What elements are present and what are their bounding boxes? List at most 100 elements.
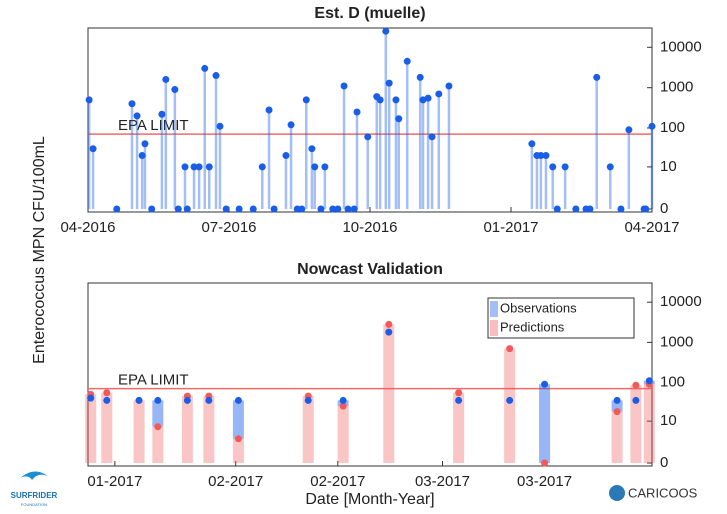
epa-limit-label: EPA LIMIT — [118, 117, 189, 134]
x-tick-label: 04-2016 — [60, 219, 115, 236]
data-point — [553, 205, 561, 213]
data-point — [542, 152, 550, 160]
x-tick-label: 07-2016 — [201, 219, 256, 236]
logo-text: SURFRIDER — [11, 491, 58, 500]
y-tick-label: 1000 — [660, 79, 693, 96]
prediction-bar — [101, 392, 113, 463]
prediction-point — [103, 389, 111, 397]
difference-bar — [152, 400, 164, 427]
observation-point — [87, 394, 95, 402]
observation-point — [183, 396, 191, 404]
observation-point — [339, 396, 347, 404]
data-point — [282, 152, 290, 160]
y-tick-label: 1000 — [660, 333, 693, 350]
data-point — [392, 96, 400, 104]
data-point — [617, 205, 625, 213]
epa-limit-label: EPA LIMIT — [118, 372, 189, 389]
data-point — [222, 205, 230, 213]
data-point — [174, 205, 182, 213]
prediction-bar — [630, 385, 642, 463]
data-point — [205, 163, 213, 171]
prediction-bar — [181, 396, 193, 463]
x-tick-label: 02-2017 — [208, 473, 263, 490]
data-point — [586, 205, 594, 213]
x-tick-label: 01-2017 — [483, 219, 538, 236]
difference-bar — [539, 384, 551, 463]
data-point — [302, 96, 310, 104]
prediction-bar — [152, 426, 164, 463]
prediction-bar — [203, 396, 215, 463]
prediction-point — [632, 381, 640, 389]
y-tick-label: 10000 — [660, 38, 702, 55]
data-point — [162, 75, 170, 83]
observation-point — [205, 396, 213, 404]
data-point — [113, 205, 121, 213]
data-point — [416, 73, 424, 81]
data-point — [344, 205, 352, 213]
data-point — [428, 133, 436, 141]
y-tick-label: 0 — [660, 454, 668, 471]
data-point — [572, 205, 580, 213]
data-point — [195, 163, 203, 171]
prediction-point — [339, 402, 347, 410]
data-point — [138, 152, 146, 160]
logo-circle — [609, 485, 625, 501]
observation-point — [234, 396, 242, 404]
observation-point — [645, 377, 653, 385]
prediction-bar — [232, 438, 244, 463]
data-point — [606, 163, 614, 171]
prediction-bar — [504, 348, 516, 463]
observation-point — [385, 328, 393, 336]
y-tick-label: 100 — [660, 373, 685, 390]
data-point — [350, 205, 358, 213]
observation-point — [632, 396, 640, 404]
data-point — [258, 163, 266, 171]
legend-label: Predictions — [500, 319, 565, 334]
prediction-bar — [611, 411, 623, 463]
observation-point — [304, 396, 312, 404]
data-point — [128, 100, 136, 108]
x-tick-label: 03-2017 — [517, 473, 572, 490]
data-point — [85, 96, 93, 104]
data-point — [424, 94, 432, 102]
data-point — [334, 205, 342, 213]
data-point — [141, 140, 149, 148]
prediction-point — [613, 408, 621, 416]
data-point — [183, 205, 191, 213]
data-point — [317, 205, 325, 213]
data-point — [201, 64, 209, 72]
observation-point — [103, 396, 111, 404]
prediction-point — [234, 435, 242, 443]
data-point — [270, 205, 278, 213]
data-point — [395, 115, 403, 123]
prediction-bar — [643, 384, 655, 463]
data-point — [89, 145, 97, 153]
chart-title: Est. D (muelle) — [314, 5, 425, 22]
x-tick-label: 02-2017 — [310, 473, 365, 490]
y-tick-label: 0 — [660, 200, 668, 217]
prediction-point — [506, 345, 514, 353]
data-point — [308, 145, 316, 153]
logo-wave — [20, 471, 48, 480]
data-point — [133, 112, 141, 120]
x-tick-label: 04-2017 — [624, 219, 679, 236]
surfrider-logo: SURFRIDER FOUNDATION — [11, 471, 58, 507]
data-point — [265, 106, 273, 114]
data-point — [382, 27, 390, 35]
data-point — [158, 110, 166, 118]
data-point — [329, 205, 337, 213]
data-point — [625, 126, 633, 134]
legend-box — [487, 297, 635, 339]
prediction-bar — [133, 400, 145, 463]
data-point — [549, 163, 557, 171]
data-point — [321, 163, 329, 171]
data-point — [340, 82, 348, 90]
data-point — [537, 152, 545, 160]
logo-text: CARICOOS — [628, 485, 698, 500]
prediction-bar — [453, 392, 465, 463]
observation-point — [506, 396, 514, 404]
x-tick-label: 01-2017 — [87, 473, 142, 490]
data-point — [181, 163, 189, 171]
prediction-bar — [85, 394, 97, 463]
